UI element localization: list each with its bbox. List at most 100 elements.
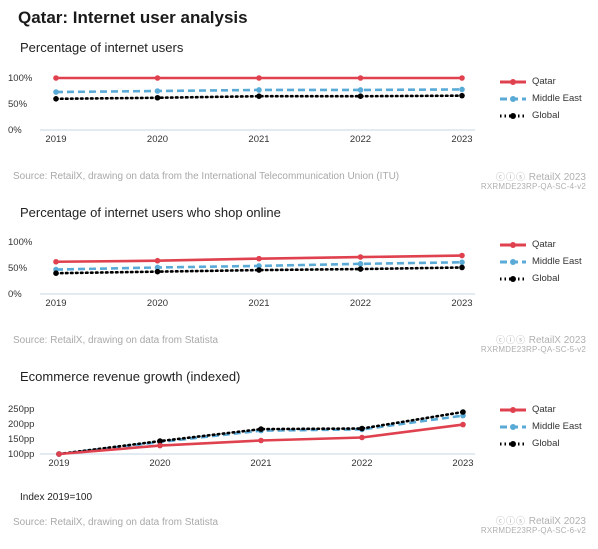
legend-swatch-global <box>500 441 526 447</box>
line-chart-online-shoppers: 0% 50% 100% 2019 2020 2021 2022 2023 <box>8 237 475 309</box>
line-chart-internet-users: 0% 50% 100% 2019 2020 2021 2022 2023 <box>8 73 475 145</box>
x-tick-label: 2019 <box>45 298 66 309</box>
x-tick-label: 2023 <box>452 458 473 469</box>
y-tick-label: 200pp <box>8 419 34 430</box>
y-tick-label: 50% <box>8 99 28 110</box>
x-tick-label: 2022 <box>350 134 371 145</box>
index-note: Index 2019=100 <box>20 492 93 503</box>
legend-swatch-middle-east <box>500 96 526 102</box>
page-title: Qatar: Internet user analysis <box>18 8 248 27</box>
y-tick-label: 0% <box>8 125 22 136</box>
y-tick-label: 50% <box>8 263 28 274</box>
data-point-qatar <box>256 255 262 262</box>
data-point-global <box>258 426 264 432</box>
legend-label: Qatar <box>532 239 556 250</box>
data-point-global <box>460 409 466 415</box>
brand-name: RetailX 2023 <box>528 172 586 183</box>
legend-swatch-global <box>500 113 526 119</box>
legend-swatch-middle-east <box>500 424 526 430</box>
data-point-qatar <box>460 421 466 428</box>
data-point-global <box>256 267 262 273</box>
brand-name: RetailX 2023 <box>528 335 586 346</box>
cc-license-icon: ⓒⓘⓢ <box>495 335 526 345</box>
data-point-global <box>459 264 465 271</box>
data-point-global <box>359 425 365 432</box>
brand-name: RetailX 2023 <box>528 516 586 527</box>
series-line-global <box>54 94 464 101</box>
data-point-qatar <box>357 254 364 260</box>
data-point-qatar <box>154 75 161 81</box>
chart-subtitle: Percentage of internet users <box>20 40 184 55</box>
y-tick-label: 100pp <box>8 449 34 460</box>
data-point-middle-east <box>256 87 262 93</box>
x-tick-label: 2023 <box>451 298 472 309</box>
y-tick-label: 0% <box>8 289 22 300</box>
source-note: Source: RetailX, drawing on data from St… <box>13 517 219 528</box>
legend-swatch-middle-east <box>500 259 526 265</box>
cc-license-icon: ⓒⓘⓢ <box>495 172 526 182</box>
data-point-middle-east <box>154 88 161 94</box>
data-point-global <box>154 268 161 275</box>
x-tick-label: 2022 <box>351 458 372 469</box>
data-point-global <box>256 93 262 99</box>
data-point-qatar <box>53 258 59 265</box>
brand-label: ⓒⓘⓢ RetailX 2023 <box>496 514 586 527</box>
chart-code: RXRMDE23RP-QA-SC-6-v2 <box>480 526 586 535</box>
legend-label: Middle East <box>532 93 582 104</box>
x-tick-label: 2019 <box>48 458 69 469</box>
y-tick-label: 100% <box>8 73 33 84</box>
source-note: Source: RetailX, drawing on data from th… <box>13 171 400 182</box>
data-point-qatar <box>459 252 465 259</box>
legend-label: Qatar <box>532 76 556 87</box>
data-point-middle-east <box>459 86 465 93</box>
data-point-middle-east <box>53 89 59 95</box>
y-tick-label: 150pp <box>8 434 34 445</box>
series-line-global <box>54 266 464 275</box>
line-chart-ecommerce-growth: 100pp 150pp 200pp 250pp 2019 2020 2021 2022 2023 <box>8 404 475 469</box>
data-point-middle-east <box>357 87 364 93</box>
data-point-middle-east <box>459 259 465 266</box>
legend-label: Global <box>532 273 560 284</box>
source-note: Source: RetailX, drawing on data from St… <box>13 335 219 346</box>
legend-swatch-global <box>500 276 526 282</box>
x-tick-label: 2020 <box>147 134 168 145</box>
cc-license-icon: ⓒⓘⓢ <box>495 516 526 526</box>
legend-swatch-qatar <box>500 407 526 413</box>
chart-code: RXRMDE23RP-QA-SC-5-v2 <box>480 345 586 354</box>
data-point-qatar <box>359 434 365 441</box>
data-point-qatar <box>459 75 465 81</box>
data-point-middle-east <box>154 264 161 271</box>
data-point-qatar <box>256 75 262 81</box>
x-tick-label: 2020 <box>147 298 168 309</box>
x-tick-label: 2021 <box>248 134 269 145</box>
data-point-global <box>357 93 364 99</box>
data-point-global <box>357 266 364 272</box>
x-tick-label: 2023 <box>451 134 472 145</box>
legend-label: Global <box>532 110 560 121</box>
data-point-global <box>459 92 465 99</box>
data-point-middle-east <box>256 263 262 269</box>
data-point-global <box>53 270 59 276</box>
legend-label: Qatar <box>532 404 556 415</box>
x-tick-label: 2021 <box>250 458 271 469</box>
y-tick-label: 100% <box>8 237 33 248</box>
data-point-qatar <box>157 442 163 449</box>
brand-label: ⓒⓘⓢ RetailX 2023 <box>496 333 586 346</box>
x-tick-label: 2020 <box>149 458 170 469</box>
chart-subtitle: Ecommerce revenue growth (indexed) <box>20 369 241 384</box>
data-point-qatar <box>56 451 62 457</box>
data-point-middle-east <box>357 261 364 267</box>
legend-label: Global <box>532 438 560 449</box>
legend-swatch-qatar <box>500 242 526 248</box>
data-point-qatar <box>357 75 364 81</box>
data-point-global <box>154 94 161 101</box>
data-point-global <box>157 438 163 444</box>
x-tick-label: 2019 <box>45 134 66 145</box>
data-point-qatar <box>154 257 161 264</box>
x-tick-label: 2022 <box>350 298 371 309</box>
data-point-qatar <box>258 437 264 444</box>
legend-swatch-qatar <box>500 79 526 85</box>
data-point-global <box>53 96 59 102</box>
data-point-qatar <box>53 75 59 81</box>
legend-label: Middle East <box>532 256 582 267</box>
